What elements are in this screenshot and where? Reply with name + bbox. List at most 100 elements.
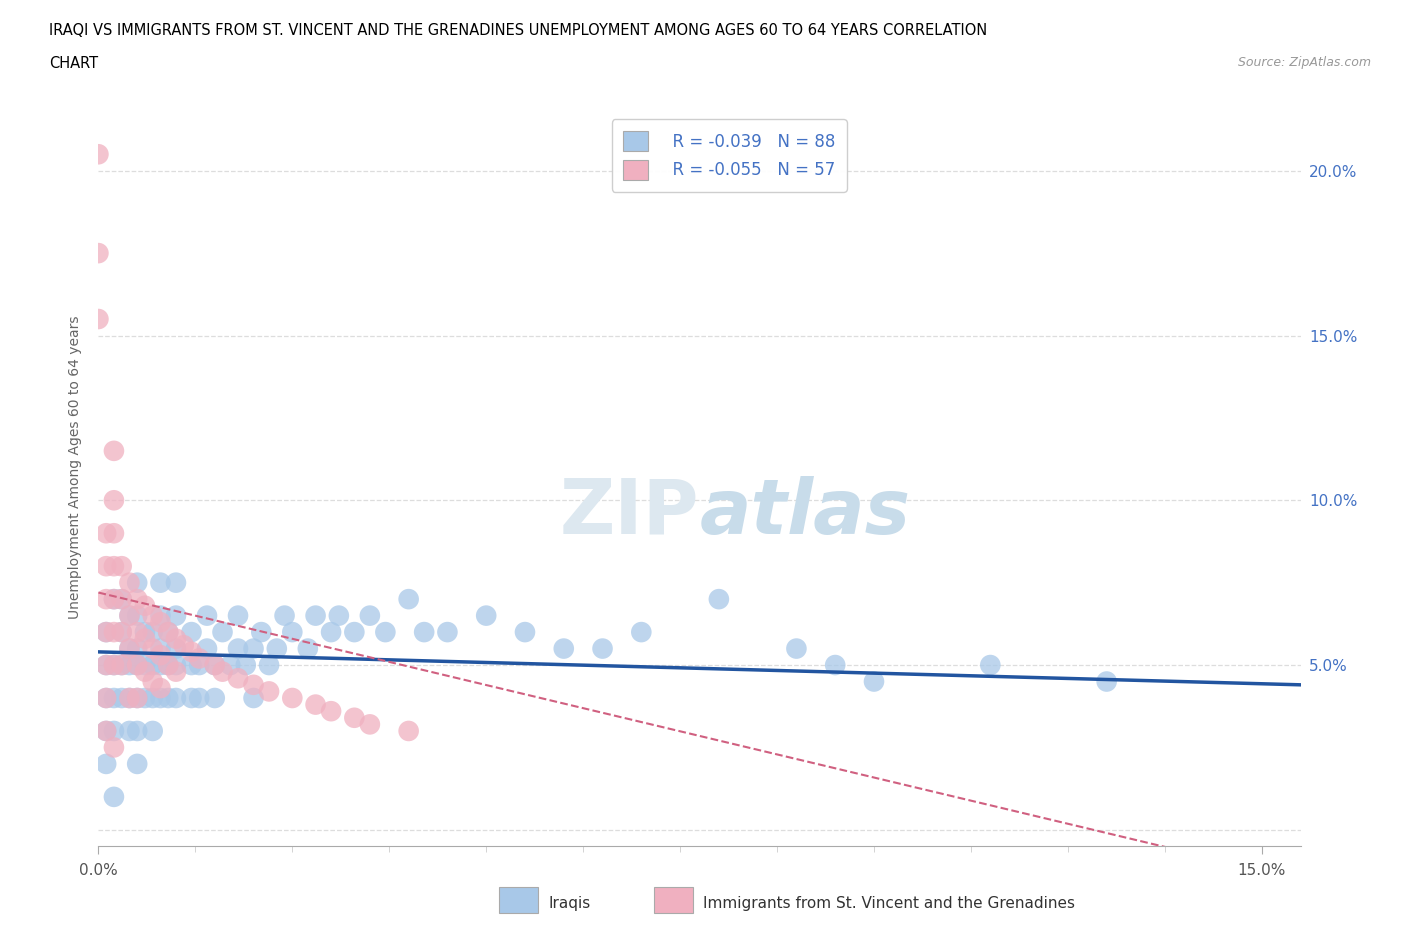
Point xyxy=(103,658,125,672)
Point xyxy=(96,625,118,640)
Point xyxy=(96,724,118,738)
Point xyxy=(328,608,350,623)
Point xyxy=(226,608,249,623)
Point xyxy=(297,641,319,656)
Point xyxy=(118,691,141,706)
Point xyxy=(96,724,118,738)
Point xyxy=(149,647,172,662)
Point xyxy=(103,444,125,458)
Point xyxy=(165,608,187,623)
Point xyxy=(157,625,180,640)
Text: Iraqis: Iraqis xyxy=(548,897,591,911)
Point xyxy=(413,625,436,640)
Point xyxy=(96,691,118,706)
Point xyxy=(142,674,165,689)
Point xyxy=(118,691,141,706)
Point xyxy=(103,525,125,540)
Point xyxy=(127,608,149,623)
Point xyxy=(149,641,172,656)
Point xyxy=(149,681,172,696)
Point xyxy=(127,591,149,606)
Text: IRAQI VS IMMIGRANTS FROM ST. VINCENT AND THE GRENADINES UNEMPLOYMENT AMONG AGES : IRAQI VS IMMIGRANTS FROM ST. VINCENT AND… xyxy=(49,23,987,38)
Point xyxy=(226,671,249,685)
Point xyxy=(96,525,118,540)
Point xyxy=(118,724,141,738)
Point xyxy=(343,625,366,640)
Point xyxy=(96,691,118,706)
Point xyxy=(142,641,165,656)
Point xyxy=(204,691,226,706)
Point xyxy=(165,658,187,672)
Point xyxy=(96,591,118,606)
Point xyxy=(87,312,110,326)
Point xyxy=(96,756,118,771)
Point xyxy=(111,591,134,606)
Point xyxy=(630,625,652,640)
Point xyxy=(188,658,211,672)
Point xyxy=(111,625,134,640)
Point xyxy=(87,147,110,162)
Point xyxy=(118,576,141,591)
Point xyxy=(142,724,165,738)
Point xyxy=(157,658,180,672)
Text: atlas: atlas xyxy=(700,476,911,550)
Point xyxy=(242,691,264,706)
Point xyxy=(475,608,498,623)
Point xyxy=(103,691,125,706)
Point xyxy=(359,608,381,623)
Point xyxy=(127,756,149,771)
Point xyxy=(242,641,264,656)
Point xyxy=(707,591,730,606)
Point xyxy=(436,625,458,640)
Point xyxy=(127,691,149,706)
Point xyxy=(111,559,134,574)
Point xyxy=(127,658,149,672)
Point xyxy=(165,691,187,706)
Point xyxy=(96,625,118,640)
Legend:   R = -0.039   N = 88,   R = -0.055   N = 57: R = -0.039 N = 88, R = -0.055 N = 57 xyxy=(612,119,846,192)
Point xyxy=(142,608,165,623)
Point xyxy=(127,576,149,591)
Point xyxy=(134,631,156,646)
Point xyxy=(149,608,172,623)
Point xyxy=(257,658,280,672)
Point xyxy=(103,493,125,508)
Point xyxy=(1095,674,1118,689)
Point xyxy=(180,644,202,659)
Point xyxy=(257,684,280,698)
Point xyxy=(118,608,141,623)
Point xyxy=(165,641,187,656)
Point xyxy=(134,598,156,613)
Point xyxy=(211,625,233,640)
Point xyxy=(142,691,165,706)
Point xyxy=(127,625,149,640)
Point xyxy=(134,691,156,706)
Point xyxy=(195,608,218,623)
Point xyxy=(157,691,180,706)
Text: Immigrants from St. Vincent and the Grenadines: Immigrants from St. Vincent and the Gren… xyxy=(703,897,1076,911)
Point xyxy=(226,641,249,656)
Point xyxy=(157,625,180,640)
Point xyxy=(103,740,125,755)
Point xyxy=(118,641,141,656)
Text: Source: ZipAtlas.com: Source: ZipAtlas.com xyxy=(1237,56,1371,69)
Point xyxy=(142,625,165,640)
Point xyxy=(165,631,187,646)
Point xyxy=(204,658,226,672)
Point xyxy=(134,625,156,640)
Point xyxy=(134,658,156,672)
Point xyxy=(513,625,536,640)
Point xyxy=(96,658,118,672)
Point xyxy=(180,691,202,706)
Point xyxy=(118,658,141,672)
Point xyxy=(273,608,295,623)
Point xyxy=(219,658,242,672)
Point xyxy=(127,691,149,706)
Point xyxy=(149,576,172,591)
Point xyxy=(824,658,846,672)
Point xyxy=(103,658,125,672)
Point xyxy=(118,608,141,623)
Point xyxy=(180,625,202,640)
Point xyxy=(979,658,1001,672)
Point xyxy=(281,625,304,640)
